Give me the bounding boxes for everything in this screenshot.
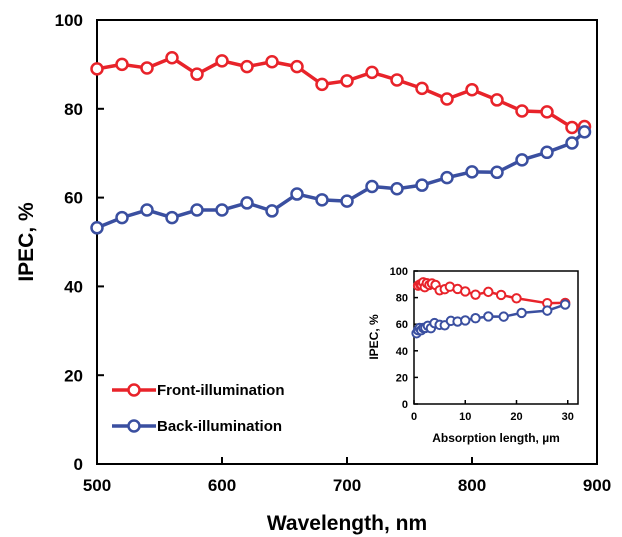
main-x-tick-label: 800 (458, 476, 486, 495)
main-data-point (340, 194, 354, 208)
inset-data-point (498, 311, 509, 322)
inset-data-point (516, 307, 527, 319)
main-x-tick-label: 700 (333, 476, 361, 495)
inset-data-point (483, 311, 494, 322)
main-data-point (440, 170, 454, 185)
inset-background (368, 255, 588, 455)
inset-series-layer (411, 277, 571, 339)
main-data-point (565, 136, 579, 150)
main-x-tick-label: 900 (583, 476, 611, 495)
x-axis-title: Wavelength, nm (267, 512, 427, 535)
inset-data-point (470, 313, 481, 324)
inset-y-tick-label: 0 (402, 399, 408, 411)
inset-data-point (460, 286, 471, 297)
main-data-point (465, 165, 479, 179)
inset-y-axis-title: IPEC, % (367, 314, 381, 360)
main-data-point (340, 74, 354, 88)
main-data-point (215, 203, 229, 217)
main-y-tick-label: 20 (64, 366, 83, 385)
inset-data-point (511, 293, 522, 304)
main-data-point (290, 59, 304, 74)
inset-y-tick-label: 100 (390, 266, 408, 278)
legend-entry-back: Back-illumination (112, 418, 282, 435)
inset-data-point (483, 286, 494, 298)
main-data-point (415, 81, 429, 96)
main-data-point (115, 57, 129, 72)
main-y-tick-label: 60 (64, 189, 83, 208)
inset-data-point (460, 315, 471, 326)
main-data-point (365, 65, 379, 80)
main-y-tick-label: 40 (64, 278, 83, 297)
main-data-point (565, 120, 579, 135)
main-y-tick-label: 0 (74, 455, 83, 474)
main-data-point (365, 179, 379, 194)
main-data-point (315, 193, 329, 207)
main-data-point (415, 178, 429, 192)
legend-marker-back (127, 419, 141, 433)
inset-y-tick-label: 20 (396, 372, 408, 384)
main-data-point (515, 104, 529, 118)
main-data-point (215, 54, 229, 68)
main-y-tick-label: 100 (55, 11, 83, 30)
main-series-front (90, 50, 592, 135)
main-series-layer (90, 50, 592, 235)
main-data-point (165, 210, 179, 225)
y-axis-title: IPEC, % (15, 202, 38, 282)
inset-y-tick-label: 40 (396, 346, 408, 358)
inset-axis-ticks: 0 20 40 60 80 100 0 10 20 30 (390, 266, 574, 423)
main-data-point (90, 62, 104, 76)
main-data-point (390, 181, 404, 196)
main-data-point (577, 125, 592, 139)
main-data-point (265, 54, 279, 69)
main-data-point (315, 77, 329, 92)
main-data-point (390, 73, 404, 87)
legend-entry-front: Front-illumination (112, 382, 284, 399)
main-data-point (440, 92, 454, 106)
inset-chart: 0 20 40 60 80 100 0 10 20 30 Absorption length, µ… (367, 255, 588, 455)
main-data-point (240, 196, 254, 210)
inset-x-tick-label: 0 (411, 411, 417, 423)
main-data-point (540, 145, 554, 160)
inset-data-point (542, 305, 553, 316)
main-data-point (515, 153, 529, 167)
main-x-tick-label: 600 (208, 476, 236, 495)
inset-x-axis-title: Absorption length, µm (432, 431, 560, 445)
inset-x-tick-label: 10 (459, 411, 471, 423)
main-series-back (90, 125, 592, 235)
main-data-point (165, 50, 179, 65)
main-data-point (265, 204, 279, 218)
inset-y-tick-label: 60 (396, 319, 408, 331)
inset-data-point (495, 289, 507, 301)
main-data-point (115, 210, 129, 225)
legend-marker-front (127, 383, 141, 397)
inset-data-point (559, 299, 571, 310)
inset-x-tick-label: 20 (510, 411, 522, 423)
main-data-point (90, 221, 104, 235)
main-data-point (490, 93, 504, 107)
main-x-tick-label: 500 (83, 476, 111, 495)
main-data-point (240, 59, 254, 74)
legend-label-back: Back-illumination (157, 418, 282, 435)
main-y-tick-label: 80 (64, 100, 83, 119)
main-data-point (490, 165, 504, 180)
inset-data-point (470, 289, 481, 300)
legend-label-front: Front-illumination (157, 382, 284, 399)
inset-x-tick-label: 30 (562, 411, 574, 423)
inset-series-back (411, 299, 571, 339)
main-data-point (190, 67, 204, 81)
main-series-line (96, 55, 585, 130)
main-data-point (140, 61, 154, 75)
main-data-point (140, 203, 154, 217)
main-data-point (190, 203, 204, 217)
main-data-point (540, 105, 554, 119)
legend: Front-illumination Back-illumination (112, 382, 284, 435)
main-data-point (465, 82, 479, 97)
main-data-point (290, 187, 304, 201)
inset-y-tick-label: 80 (396, 293, 408, 305)
